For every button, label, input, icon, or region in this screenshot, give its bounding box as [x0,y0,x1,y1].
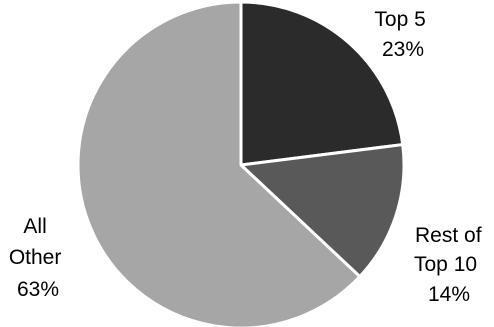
label-all-other-value: 63% [17,278,59,301]
label-all-other-line-1: All [23,215,46,238]
slice-label-all-other: All Other 63% [9,215,67,301]
label-top-5-value: 23% [382,38,424,61]
label-rest-value: 14% [428,283,470,306]
label-all-other-line-2: Other [9,246,62,269]
pie-slices [76,0,406,327]
pie-slice-rest-of-top-10 [239,143,406,279]
pie-slice-top-5 [239,0,405,167]
label-rest-line-2: Top 10 [414,253,477,276]
slice-label-top-5: Top 5 23% [374,8,431,61]
pie-slice-all-other [76,0,362,327]
label-rest-line-1: Rest of [415,224,482,247]
label-top-5-line-1: Top 5 [374,8,425,31]
slice-label-rest-of-top-10: Rest of Top 10 14% [414,224,487,306]
